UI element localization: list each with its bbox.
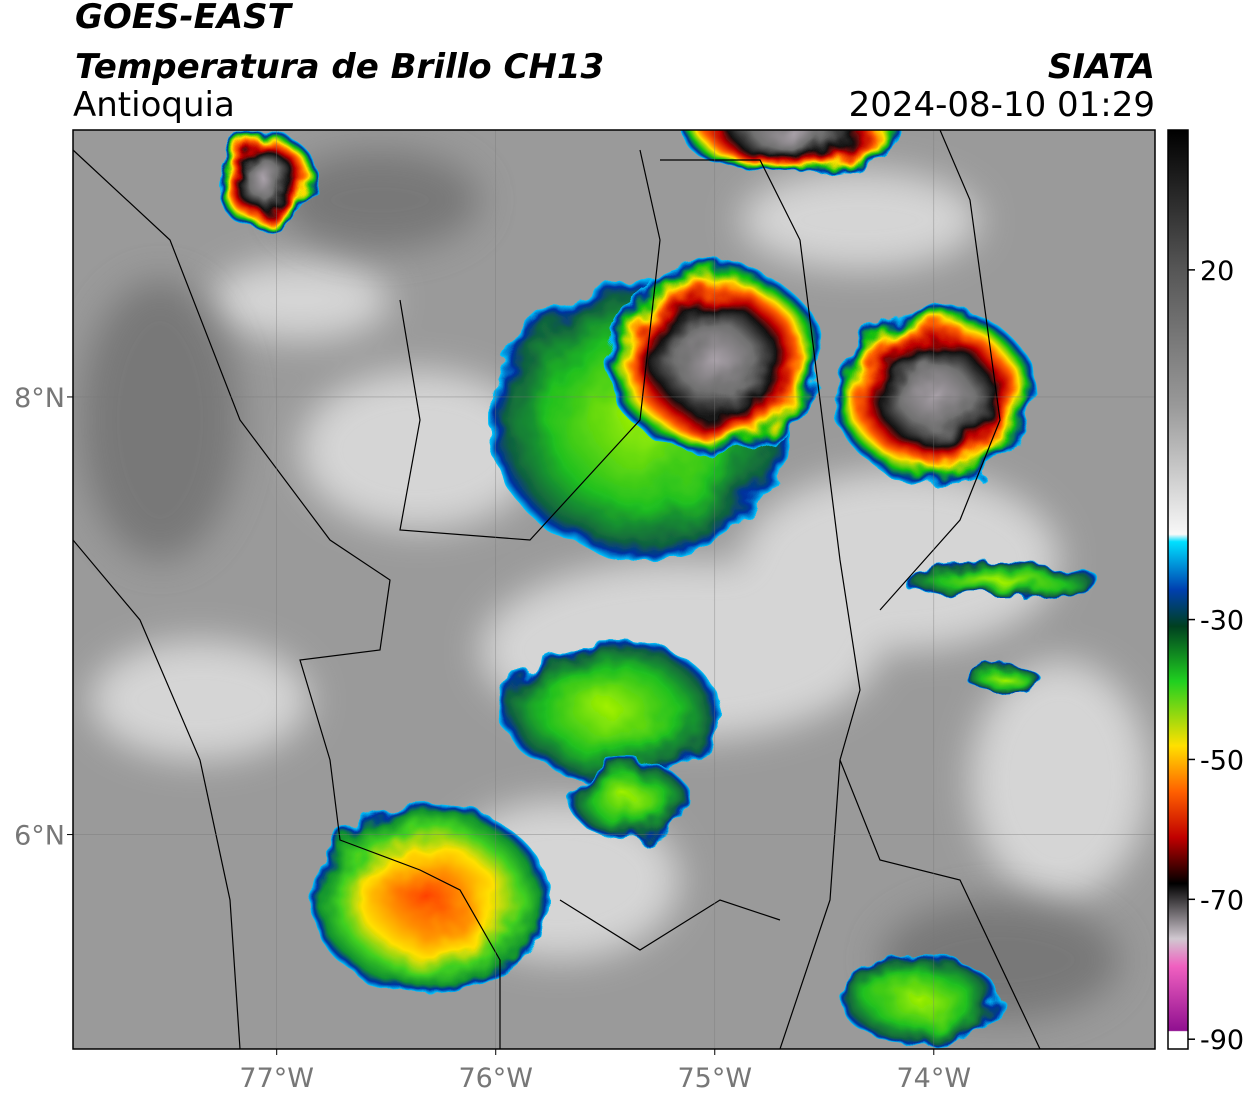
satellite: GOES-EAST (75, 0, 294, 37)
lat-label: 8°N (14, 383, 65, 414)
colorbar-label: -90 (1200, 1025, 1244, 1056)
lon-label: 75°W (677, 1063, 752, 1094)
datetime: 2024-08-10 01:29 (849, 85, 1155, 125)
borders (73, 130, 1041, 1049)
colorbar-label: -30 (1200, 606, 1244, 637)
colorbar-label: 20 (1200, 256, 1234, 287)
lat-label: 6°N (14, 821, 65, 852)
source: SIATA (1048, 47, 1155, 87)
imagery (73, 130, 1155, 1049)
lon-label: 76°W (458, 1063, 533, 1094)
colorbar-label: -50 (1200, 745, 1244, 776)
product: Temperatura de Brillo CH13 (75, 47, 604, 87)
region: Antioquia (73, 85, 235, 125)
colorbar-label: -70 (1200, 885, 1244, 916)
lon-label: 77°W (239, 1063, 314, 1094)
lon-label: 74°W (897, 1063, 972, 1094)
colorbar (1167, 129, 1189, 1050)
map-frame (72, 129, 1156, 1050)
